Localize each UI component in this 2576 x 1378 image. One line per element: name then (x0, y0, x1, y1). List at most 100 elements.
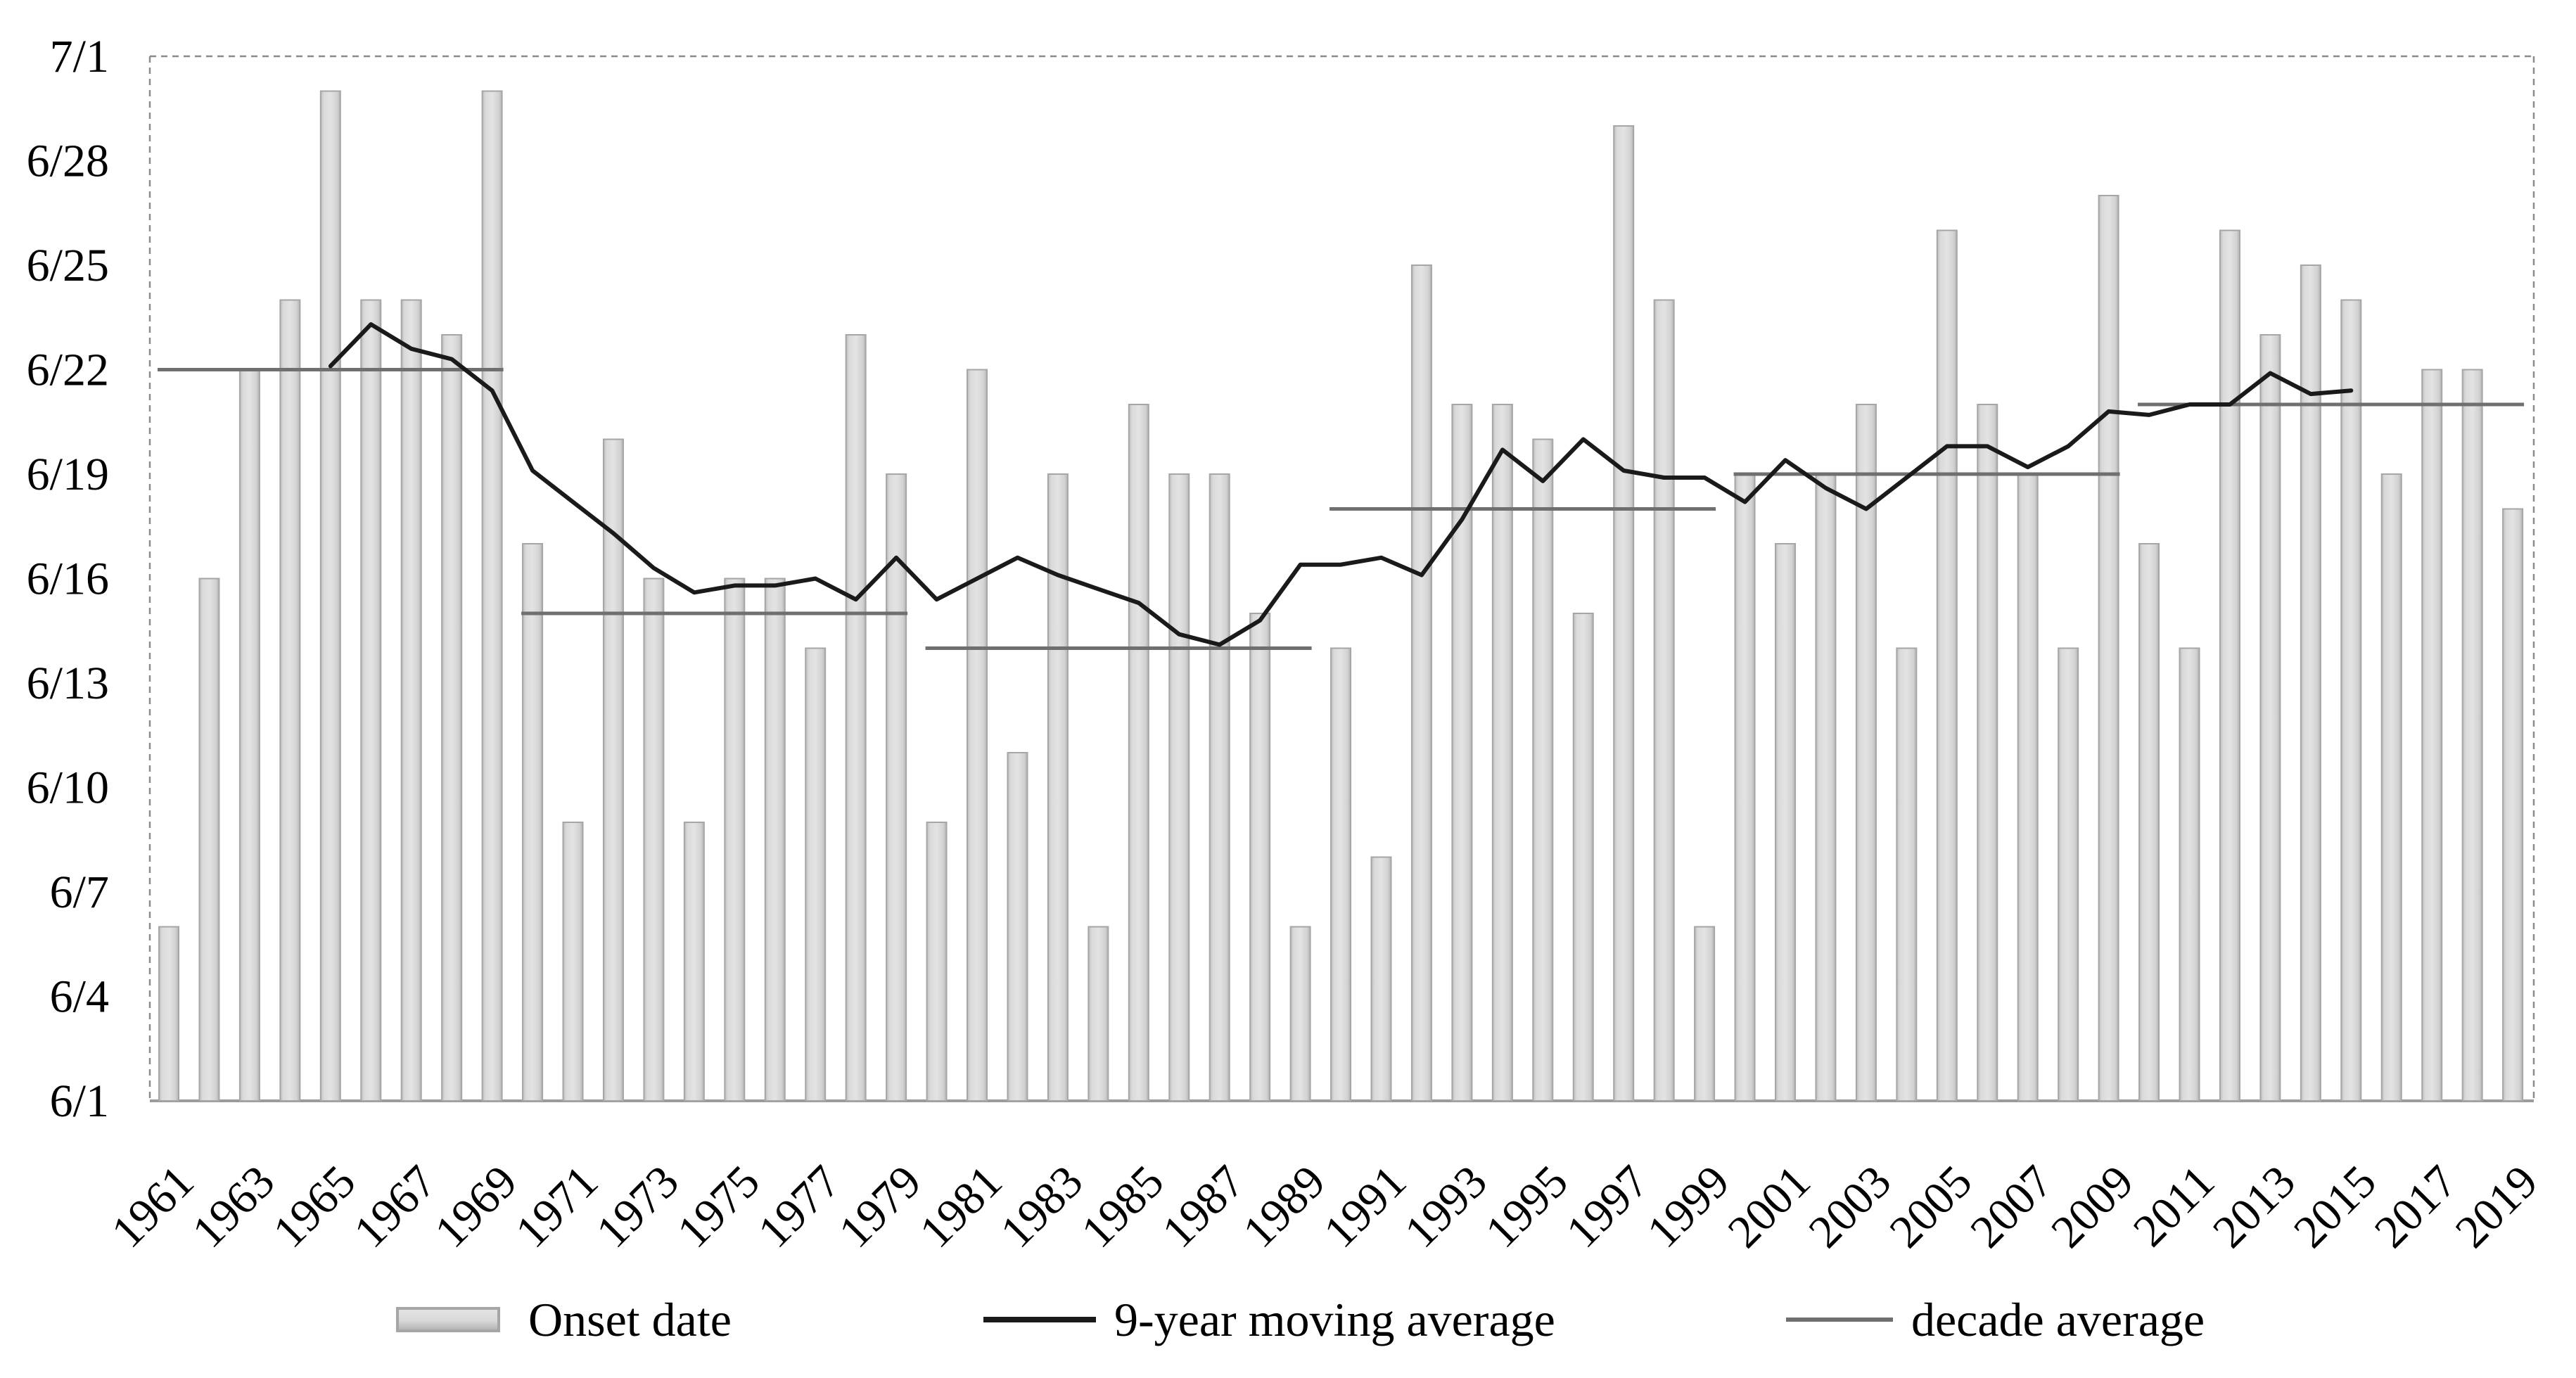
x-axis-label-1969: 1969 (425, 1156, 527, 1258)
bar-2013 (2259, 334, 2281, 1102)
y-axis-label-6-16: 6/16 (27, 554, 109, 605)
bar-1985 (1128, 404, 1149, 1102)
bar-1964 (279, 299, 301, 1102)
bar-1990 (1330, 647, 1352, 1102)
x-axis-label-1993: 1993 (1395, 1156, 1497, 1258)
bar-1992 (1410, 264, 1432, 1102)
bar-1994 (1491, 404, 1513, 1102)
x-axis-label-1967: 1967 (344, 1156, 446, 1258)
x-axis-label-2003: 2003 (1799, 1156, 1901, 1258)
bar-1983 (1047, 473, 1069, 1102)
bar-1991 (1370, 856, 1392, 1102)
bar-1995 (1532, 438, 1554, 1102)
bar-2007 (2017, 473, 2039, 1102)
x-axis-label-1991: 1991 (1314, 1156, 1416, 1258)
onset-date-bars (158, 90, 2524, 1102)
x-axis-label-1999: 1999 (1638, 1156, 1740, 1258)
bar-2016 (2380, 473, 2402, 1102)
x-axis-label-1989: 1989 (1233, 1156, 1335, 1258)
moving-average-polyline (328, 322, 2354, 647)
x-axis-label-2007: 2007 (1960, 1156, 2062, 1258)
x-axis-label-1983: 1983 (991, 1156, 1093, 1258)
x-axis-label-1965: 1965 (263, 1156, 365, 1258)
bar-1966 (360, 299, 382, 1102)
bar-1986 (1168, 473, 1190, 1102)
bar-1988 (1249, 613, 1271, 1102)
legend-item-onset-date: Onset date (396, 1291, 732, 1348)
y-axis-label-6-22: 6/22 (27, 345, 109, 396)
bar-2018 (2461, 369, 2483, 1102)
bar-1970 (522, 543, 544, 1102)
x-axis-label-1973: 1973 (587, 1156, 689, 1258)
bar-1997 (1613, 125, 1635, 1102)
bar-1965 (319, 90, 341, 1102)
bar-2001 (1775, 543, 1796, 1102)
bar-1971 (562, 822, 584, 1102)
moving-average-line (328, 322, 2354, 647)
x-axis-label-1987: 1987 (1152, 1156, 1254, 1258)
x-axis-label-1975: 1975 (668, 1156, 770, 1258)
x-axis-label-1977: 1977 (748, 1156, 850, 1258)
legend-item-moving-average: 9-year moving average (983, 1291, 1555, 1348)
bar-2008 (2058, 647, 2079, 1102)
legend-decade-label: decade average (1911, 1292, 2205, 1346)
bar-2003 (1855, 404, 1877, 1102)
x-axis-label-2019: 2019 (2446, 1156, 2548, 1258)
bar-1999 (1694, 926, 1716, 1102)
y-axis-label-6-4: 6/4 (50, 971, 109, 1023)
y-axis-label-6-19: 6/19 (27, 449, 109, 500)
legend: Onset date 9-year moving average decade … (0, 1291, 2576, 1362)
bar-1975 (724, 578, 746, 1102)
bar-2017 (2421, 369, 2443, 1102)
bar-1976 (764, 578, 786, 1102)
x-axis-label-1979: 1979 (829, 1156, 931, 1258)
x-axis-label-1971: 1971 (506, 1156, 608, 1258)
x-axis-label-2015: 2015 (2284, 1156, 2386, 1258)
bar-2012 (2219, 229, 2240, 1102)
bar-1982 (1007, 752, 1028, 1102)
bar-1961 (158, 926, 179, 1102)
moving-average-line-swatch-icon (983, 1317, 1096, 1322)
bar-1977 (805, 647, 827, 1102)
y-axis-label-6-25: 6/25 (27, 240, 109, 291)
y-axis-label-6-1: 6/1 (50, 1076, 109, 1127)
onset-date-swatch-icon (396, 1307, 500, 1332)
bar-1969 (481, 90, 503, 1102)
bar-2006 (1977, 404, 1998, 1102)
bar-2009 (2098, 195, 2119, 1102)
bar-1978 (845, 334, 867, 1102)
x-axis-label-2005: 2005 (1880, 1156, 1982, 1258)
bar-2019 (2502, 508, 2524, 1102)
x-axis-label-2017: 2017 (2365, 1156, 2467, 1258)
bar-1973 (643, 578, 665, 1102)
y-axis-labels: 7/1 6/28 6/25 6/22 6/19 6/16 6/13 6/10 6/7 6/4 6/1 (27, 31, 109, 1127)
bar-1998 (1653, 299, 1675, 1102)
legend-item-decade-average: decade average (1786, 1291, 2205, 1348)
bar-2005 (1936, 229, 1958, 1102)
x-axis-label-1985: 1985 (1071, 1156, 1173, 1258)
x-axis-labels: 1961196319651967196919711973197519771979… (102, 1156, 2548, 1258)
bar-2011 (2179, 647, 2200, 1102)
bar-1981 (967, 369, 988, 1102)
bar-2002 (1815, 473, 1837, 1102)
decade-average-line-swatch-icon (1786, 1318, 1893, 1322)
bar-1984 (1088, 926, 1109, 1102)
x-axis-label-1995: 1995 (1476, 1156, 1578, 1258)
y-axis-label-6-28: 6/28 (27, 136, 109, 187)
bar-1967 (400, 299, 422, 1102)
x-axis-label-2001: 2001 (1719, 1156, 1821, 1258)
x-axis-label-2009: 2009 (2041, 1156, 2143, 1258)
bar-1987 (1209, 473, 1230, 1102)
x-axis-label-1981: 1981 (910, 1156, 1012, 1258)
legend-ma-label: 9-year moving average (1114, 1292, 1555, 1346)
bar-1972 (602, 438, 624, 1102)
y-axis-label-6-7: 6/7 (50, 867, 109, 918)
y-axis-label-6-13: 6/13 (27, 658, 109, 709)
x-axis-label-1997: 1997 (1557, 1156, 1659, 1258)
bar-2010 (2138, 543, 2160, 1102)
y-axis-label-6-10: 6/10 (27, 763, 109, 814)
bar-2004 (1896, 647, 1918, 1102)
bar-1968 (441, 334, 463, 1102)
